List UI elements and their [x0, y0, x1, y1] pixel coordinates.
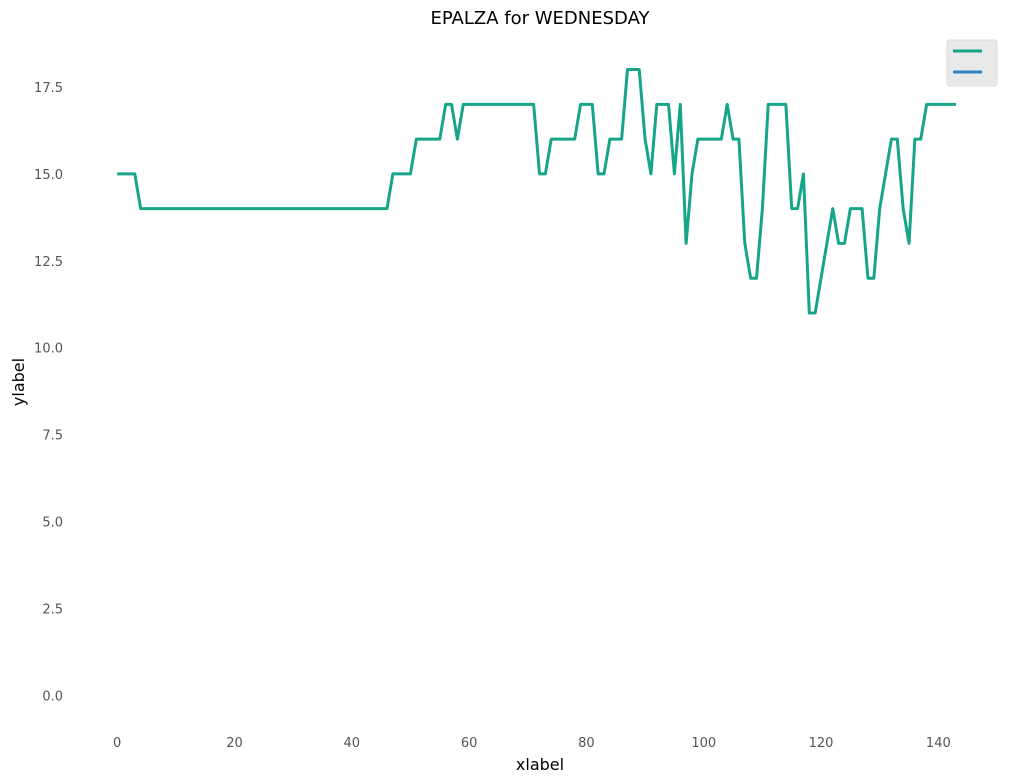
y-tick-label: 12.5 [34, 255, 63, 270]
legend-entries [953, 49, 982, 74]
y-axis-ticks: 0.0 2.5 5.0 7.5 10.0 12.5 15.0 17.5 [34, 81, 63, 705]
x-tick-label: 120 [809, 736, 834, 751]
x-tick-label: 140 [926, 736, 951, 751]
x-axis-label: xlabel [516, 755, 564, 774]
x-tick-label: 0 [113, 736, 121, 751]
y-tick-label: 10.0 [34, 342, 63, 357]
x-tick-label: 60 [461, 736, 478, 751]
y-tick-label: 0.0 [42, 689, 63, 704]
x-tick-label: 80 [578, 736, 595, 751]
x-tick-label: 20 [226, 736, 243, 751]
legend [946, 39, 998, 87]
y-axis-label: ylabel [9, 358, 28, 406]
chart-title: EPALZA for WEDNESDAY [430, 8, 650, 29]
x-tick-label: 100 [691, 736, 716, 751]
y-tick-label: 7.5 [42, 429, 63, 444]
x-tick-label: 40 [344, 736, 361, 751]
y-tick-label: 2.5 [42, 603, 63, 618]
series-layer [117, 68, 956, 315]
series-line-0 [117, 68, 956, 315]
y-tick-label: 17.5 [34, 81, 63, 96]
y-tick-label: 5.0 [42, 516, 63, 531]
legend-box [946, 39, 998, 87]
x-axis-ticks: 0 20 40 60 80 100 120 140 [113, 736, 951, 751]
y-tick-label: 15.0 [34, 168, 63, 183]
